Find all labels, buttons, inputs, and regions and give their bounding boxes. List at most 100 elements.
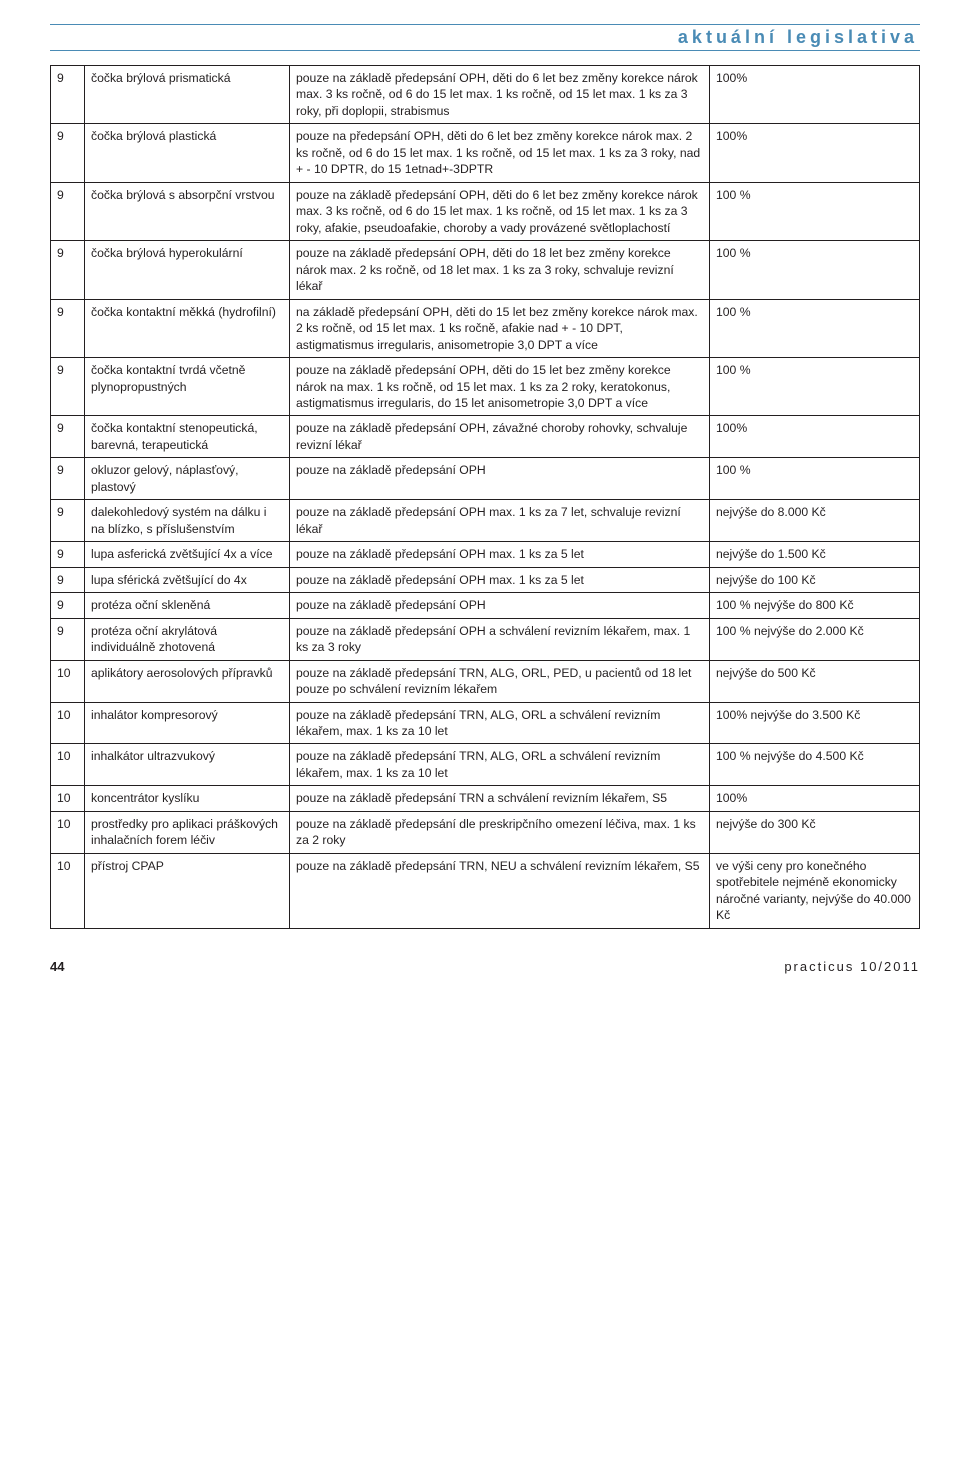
- table-row: 9čočka brýlová s absorpční vrstvoupouze …: [51, 182, 920, 240]
- limit-text: nejvýše do 8.000 Kč: [710, 500, 920, 542]
- table-row: 10inhalkátor ultrazvukovýpouze na základ…: [51, 744, 920, 786]
- table-row: 9čočka kontaktní stenopeutická, barevná,…: [51, 416, 920, 458]
- row-number: 10: [51, 744, 85, 786]
- row-number: 9: [51, 416, 85, 458]
- page-number: 44: [50, 959, 64, 974]
- row-number: 9: [51, 567, 85, 592]
- section-header: aktuální legislativa: [50, 24, 920, 51]
- item-name: lupa sférická zvětšující do 4x: [85, 567, 290, 592]
- item-name: inhalkátor ultrazvukový: [85, 744, 290, 786]
- condition-text: pouze na základě předepsání OPH, děti do…: [290, 358, 710, 416]
- row-number: 10: [51, 702, 85, 744]
- table-row: 10prostředky pro aplikaci práškových inh…: [51, 811, 920, 853]
- item-name: inhalátor kompresorový: [85, 702, 290, 744]
- item-name: čočka brýlová hyperokulární: [85, 241, 290, 299]
- row-number: 9: [51, 182, 85, 240]
- limit-text: 100 %: [710, 299, 920, 357]
- condition-text: pouze na základě předepsání OPH max. 1 k…: [290, 542, 710, 567]
- table-row: 9lupa sférická zvětšující do 4xpouze na …: [51, 567, 920, 592]
- condition-text: na základě předepsání OPH, děti do 15 le…: [290, 299, 710, 357]
- issue-label: practicus 10/2011: [784, 959, 920, 974]
- limit-text: 100 % nejvýše do 4.500 Kč: [710, 744, 920, 786]
- table-row: 9čočka brýlová plastickápouze na předeps…: [51, 124, 920, 182]
- limit-text: 100% nejvýše do 3.500 Kč: [710, 702, 920, 744]
- condition-text: pouze na základě předepsání OPH max. 1 k…: [290, 567, 710, 592]
- item-name: protéza oční akrylátová individuálně zho…: [85, 618, 290, 660]
- section-title: aktuální legislativa: [678, 27, 920, 47]
- row-number: 10: [51, 853, 85, 928]
- item-name: lupa asferická zvětšující 4x a více: [85, 542, 290, 567]
- row-number: 9: [51, 299, 85, 357]
- legislation-table: 9čočka brýlová prismatickápouze na zákla…: [50, 65, 920, 929]
- row-number: 9: [51, 124, 85, 182]
- item-name: čočka kontaktní měkká (hydrofilní): [85, 299, 290, 357]
- row-number: 9: [51, 241, 85, 299]
- condition-text: pouze na základě předepsání TRN, NEU a s…: [290, 853, 710, 928]
- table-row: 9protéza oční skleněnápouze na základě p…: [51, 593, 920, 618]
- item-name: přístroj CPAP: [85, 853, 290, 928]
- item-name: čočka kontaktní tvrdá včetně plynopropus…: [85, 358, 290, 416]
- row-number: 9: [51, 593, 85, 618]
- condition-text: pouze na základě předepsání TRN, ALG, OR…: [290, 660, 710, 702]
- limit-text: 100 %: [710, 358, 920, 416]
- item-name: čočka brýlová s absorpční vrstvou: [85, 182, 290, 240]
- row-number: 9: [51, 458, 85, 500]
- row-number: 9: [51, 542, 85, 567]
- item-name: dalekohledový systém na dálku i na blízk…: [85, 500, 290, 542]
- condition-text: pouze na základě předepsání TRN, ALG, OR…: [290, 744, 710, 786]
- item-name: čočka kontaktní stenopeutická, barevná, …: [85, 416, 290, 458]
- table-row: 9čočka brýlová hyperokulárnípouze na zák…: [51, 241, 920, 299]
- row-number: 9: [51, 618, 85, 660]
- table-row: 10koncentrátor kyslíkupouze na základě p…: [51, 786, 920, 811]
- table-row: 9protéza oční akrylátová individuálně zh…: [51, 618, 920, 660]
- limit-text: nejvýše do 300 Kč: [710, 811, 920, 853]
- condition-text: pouze na základě předepsání OPH a schvál…: [290, 618, 710, 660]
- row-number: 9: [51, 358, 85, 416]
- condition-text: pouze na základě předepsání OPH: [290, 458, 710, 500]
- table-row: 10inhalátor kompresorovýpouze na základě…: [51, 702, 920, 744]
- row-number: 10: [51, 660, 85, 702]
- condition-text: pouze na základě předepsání OPH: [290, 593, 710, 618]
- item-name: koncentrátor kyslíku: [85, 786, 290, 811]
- limit-text: 100 % nejvýše do 800 Kč: [710, 593, 920, 618]
- condition-text: pouze na základě předepsání OPH max. 1 k…: [290, 500, 710, 542]
- row-number: 10: [51, 786, 85, 811]
- limit-text: 100 %: [710, 458, 920, 500]
- item-name: čočka brýlová prismatická: [85, 66, 290, 124]
- table-row: 9čočka brýlová prismatickápouze na zákla…: [51, 66, 920, 124]
- limit-text: 100%: [710, 416, 920, 458]
- limit-text: 100%: [710, 124, 920, 182]
- row-number: 9: [51, 66, 85, 124]
- limit-text: 100 %: [710, 241, 920, 299]
- row-number: 10: [51, 811, 85, 853]
- condition-text: pouze na základě předepsání OPH, závažné…: [290, 416, 710, 458]
- limit-text: nejvýše do 500 Kč: [710, 660, 920, 702]
- item-name: prostředky pro aplikaci práškových inhal…: [85, 811, 290, 853]
- table-row: 9okluzor gelový, náplasťový, plastovýpou…: [51, 458, 920, 500]
- limit-text: 100%: [710, 66, 920, 124]
- condition-text: pouze na základě předepsání OPH, děti do…: [290, 66, 710, 124]
- table-row: 10aplikátory aerosolových přípravkůpouze…: [51, 660, 920, 702]
- item-name: okluzor gelový, náplasťový, plastový: [85, 458, 290, 500]
- condition-text: pouze na základě předepsání OPH, děti do…: [290, 241, 710, 299]
- limit-text: 100 % nejvýše do 2.000 Kč: [710, 618, 920, 660]
- row-number: 9: [51, 500, 85, 542]
- table-row: 9čočka kontaktní měkká (hydrofilní)na zá…: [51, 299, 920, 357]
- limit-text: 100 %: [710, 182, 920, 240]
- limit-text: 100%: [710, 786, 920, 811]
- limit-text: ve výši ceny pro konečného spotřebitele …: [710, 853, 920, 928]
- item-name: protéza oční skleněná: [85, 593, 290, 618]
- condition-text: pouze na základě předepsání dle preskrip…: [290, 811, 710, 853]
- condition-text: pouze na základě předepsání TRN, ALG, OR…: [290, 702, 710, 744]
- table-row: 9dalekohledový systém na dálku i na blíz…: [51, 500, 920, 542]
- condition-text: pouze na základě předepsání OPH, děti do…: [290, 182, 710, 240]
- table-row: 9lupa asferická zvětšující 4x a vícepouz…: [51, 542, 920, 567]
- limit-text: nejvýše do 100 Kč: [710, 567, 920, 592]
- item-name: čočka brýlová plastická: [85, 124, 290, 182]
- table-row: 9čočka kontaktní tvrdá včetně plynopropu…: [51, 358, 920, 416]
- document-page: aktuální legislativa 9čočka brýlová pris…: [0, 0, 960, 994]
- page-footer: 44 practicus 10/2011: [50, 959, 920, 974]
- condition-text: pouze na základě předepsání TRN a schvál…: [290, 786, 710, 811]
- condition-text: pouze na předepsání OPH, děti do 6 let b…: [290, 124, 710, 182]
- item-name: aplikátory aerosolových přípravků: [85, 660, 290, 702]
